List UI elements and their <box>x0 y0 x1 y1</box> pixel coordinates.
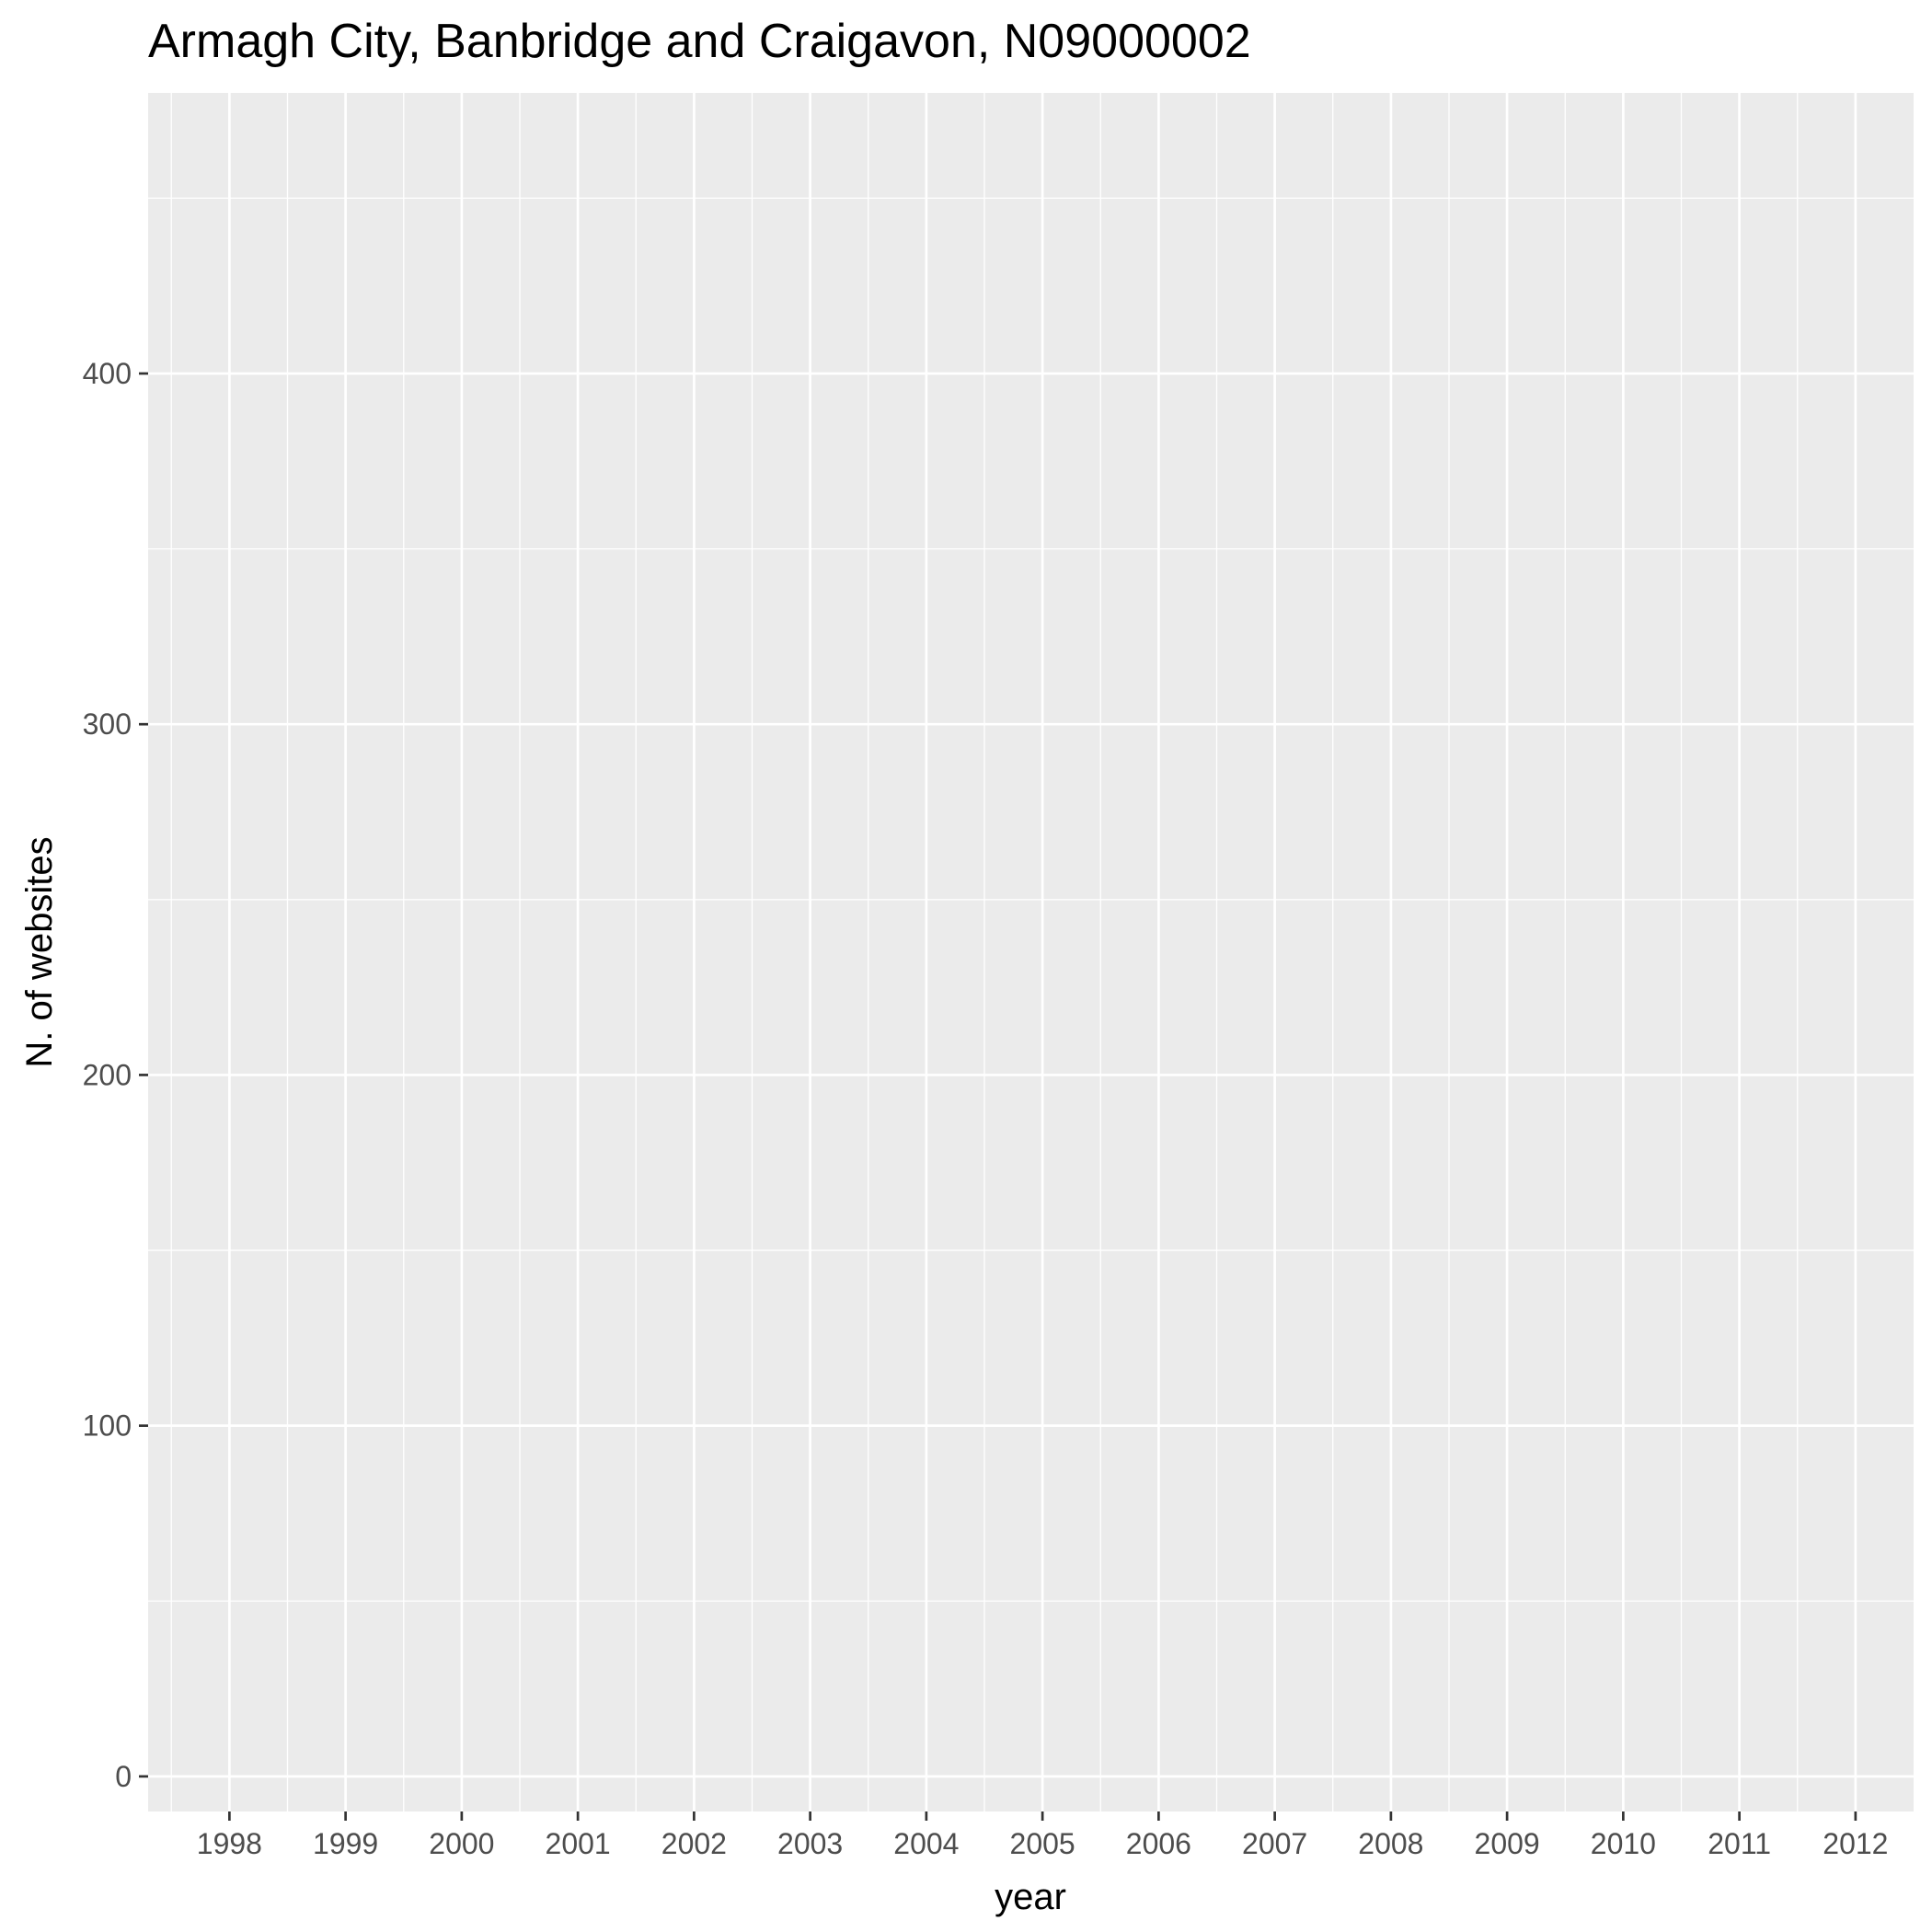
x-tick-label: 2007 <box>1242 1827 1307 1860</box>
y-tick-label: 0 <box>115 1760 132 1793</box>
x-tick-label: 2008 <box>1358 1827 1423 1860</box>
chart-title: Armagh City, Banbridge and Craigavon, N0… <box>148 15 1251 68</box>
x-tick-label: 1999 <box>313 1827 378 1860</box>
x-tick-label: 2009 <box>1475 1827 1540 1860</box>
x-tick-label: 2005 <box>1010 1827 1075 1860</box>
x-tick-label: 2002 <box>661 1827 727 1860</box>
y-tick-label: 100 <box>83 1409 132 1443</box>
minor-gridlines <box>148 93 1914 1811</box>
major-gridlines <box>148 93 1914 1811</box>
y-tick-label: 200 <box>83 1058 132 1091</box>
x-axis: 1998 1999 2000 2001 2002 2003 2004 2005 2006 2007… <box>197 1811 1888 1860</box>
y-axis-title: N. of websites <box>19 836 60 1067</box>
y-axis: 0 100 200 300 400 <box>83 357 148 1793</box>
x-tick-label: 2010 <box>1591 1827 1656 1860</box>
x-tick-label: 2011 <box>1708 1827 1771 1860</box>
y-tick-label: 400 <box>83 357 132 390</box>
x-tick-label: 2000 <box>429 1827 494 1860</box>
plot-panel <box>148 93 1914 1811</box>
y-tick-label: 300 <box>83 707 132 741</box>
x-axis-title: year <box>995 1877 1066 1917</box>
x-tick-label: 2012 <box>1823 1827 1888 1860</box>
x-tick-label: 1998 <box>197 1827 262 1860</box>
x-tick-label: 2006 <box>1126 1827 1191 1860</box>
x-tick-label: 2003 <box>777 1827 843 1860</box>
x-tick-label: 2001 <box>546 1827 611 1860</box>
x-tick-label: 2004 <box>893 1827 959 1860</box>
